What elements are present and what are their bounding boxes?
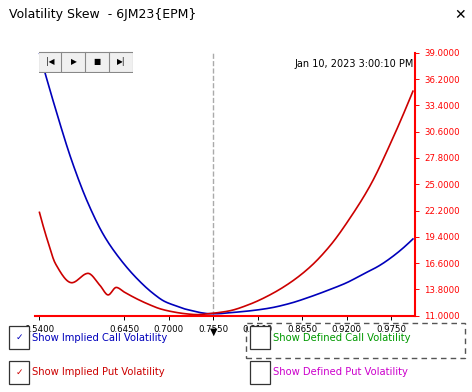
Text: |◀: |◀ (46, 57, 54, 66)
Text: Show Implied Put Volatility: Show Implied Put Volatility (32, 367, 165, 377)
Text: ▼: ▼ (210, 327, 217, 337)
Text: ✓: ✓ (16, 333, 23, 342)
FancyBboxPatch shape (85, 52, 110, 72)
Text: ▶|: ▶| (117, 57, 125, 66)
FancyBboxPatch shape (9, 361, 29, 384)
Text: ▶: ▶ (71, 57, 76, 66)
FancyBboxPatch shape (109, 52, 133, 72)
Text: Show Implied Call Volatility: Show Implied Call Volatility (32, 332, 168, 343)
FancyBboxPatch shape (250, 327, 270, 349)
Text: Jan 10, 2023 3:00:10 PM: Jan 10, 2023 3:00:10 PM (294, 60, 413, 69)
Text: Show Defined Call Volatility: Show Defined Call Volatility (273, 332, 410, 343)
FancyBboxPatch shape (38, 52, 62, 72)
Text: ✓: ✓ (16, 368, 23, 377)
Text: Show Defined Put Volatility: Show Defined Put Volatility (273, 367, 408, 377)
FancyBboxPatch shape (250, 361, 270, 384)
Text: Volatility Skew  - 6JM23{EPM}: Volatility Skew - 6JM23{EPM} (9, 8, 197, 21)
FancyBboxPatch shape (61, 52, 86, 72)
Text: ■: ■ (93, 57, 101, 66)
FancyBboxPatch shape (9, 327, 29, 349)
Text: ✕: ✕ (455, 8, 466, 22)
